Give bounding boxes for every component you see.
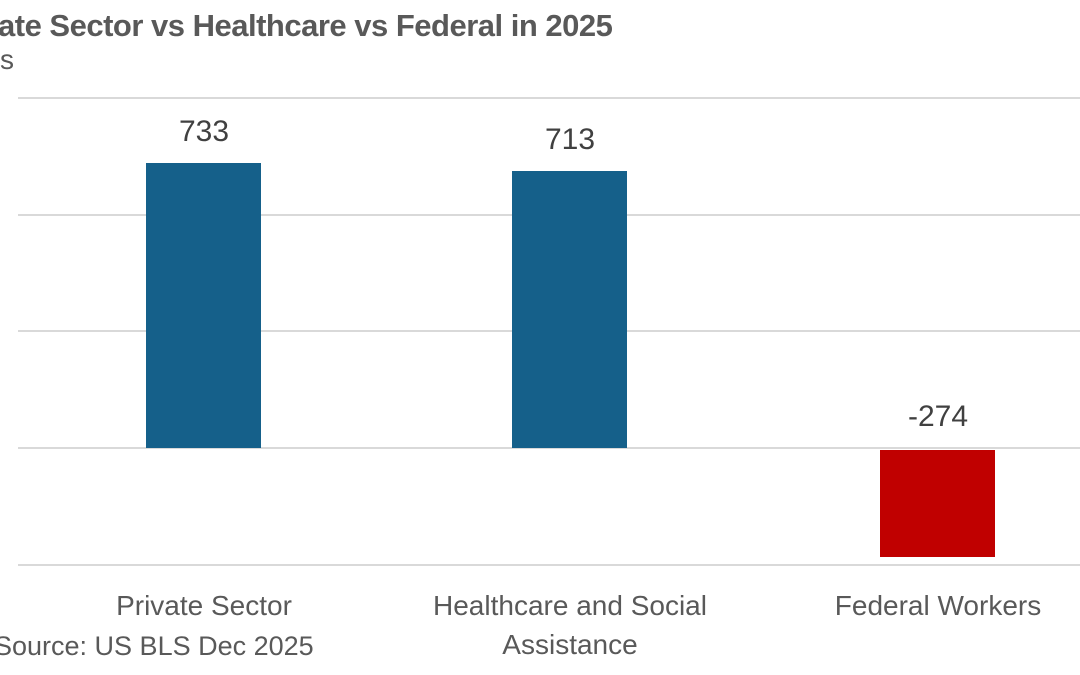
bar-2 (880, 450, 995, 557)
data-label-0: 733 (178, 115, 230, 148)
chart-title: ate Sector vs Healthcare vs Federal in 2… (0, 8, 613, 43)
category-label-1: Healthcare and Social Assistance (433, 590, 707, 660)
gridline--300 (18, 564, 1080, 566)
category-label-2: Federal Workers (834, 590, 1042, 621)
chart-subtitle: s (0, 44, 14, 75)
data-label-1: 713 (544, 123, 596, 156)
data-label-2: -274 (907, 400, 969, 433)
bar-0 (146, 163, 261, 448)
category-label-0: Private Sector (116, 590, 292, 621)
bar-1 (512, 171, 627, 448)
gridline-900 (18, 97, 1080, 99)
source-caption: Source: US BLS Dec 2025 (0, 631, 314, 661)
